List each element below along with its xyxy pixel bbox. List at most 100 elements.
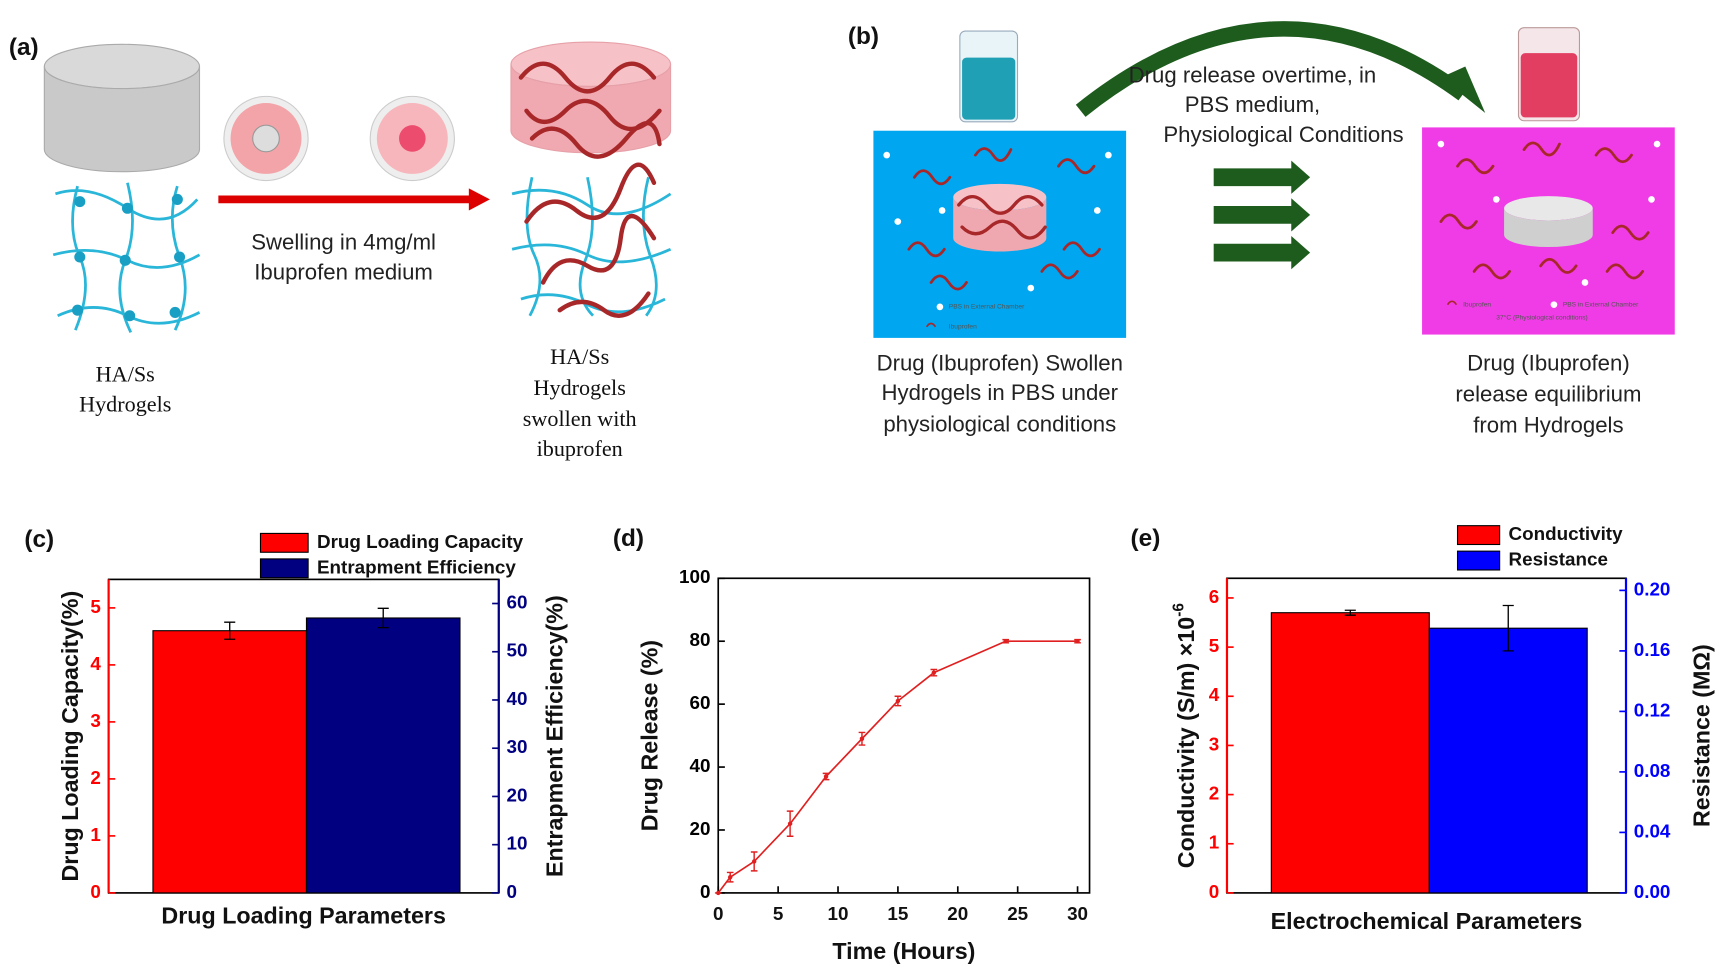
caption: Drug release overtime, in [1129, 62, 1377, 87]
point [895, 698, 901, 704]
caption: Ibuprofen medium [254, 259, 433, 284]
point [931, 670, 937, 675]
legend-text: 37°C (Physiological conditions) [1496, 314, 1587, 322]
legend-label: Conductivity [1509, 523, 1624, 544]
y-tick-label: 3 [90, 710, 100, 731]
error-bar [224, 621, 236, 640]
panel-b: (b) PBS in External Chamber Ibuprofen Dr… [848, 21, 1675, 437]
y-axis-label-text: Conductivity (S/m) ×10 [1173, 617, 1199, 868]
legend-text: PBS in External Chamber [1563, 301, 1639, 308]
bar [305, 617, 461, 894]
point [823, 774, 829, 779]
y2-tick-label: 0.20 [1634, 578, 1671, 599]
legend-text: Ibuprofen [1463, 301, 1491, 308]
caption: Physiological Conditions [1163, 122, 1403, 147]
caption: HA/Ss [550, 344, 609, 369]
point [727, 874, 733, 880]
legend-swatch [1456, 550, 1501, 571]
arrows [1213, 160, 1311, 270]
y-tick-label: 4 [90, 653, 101, 674]
legend-swatch [259, 558, 309, 579]
x-axis-label: Time (Hours) [832, 938, 975, 964]
arrow-head [1440, 66, 1486, 113]
panel-label: (e) [1131, 525, 1161, 552]
caption: Swelling in 4mg/ml [251, 230, 436, 255]
panel-label: (a) [9, 34, 39, 61]
caption: Hydrogels [79, 392, 171, 417]
caption: ibuprofen [537, 436, 623, 461]
gel [399, 125, 426, 152]
error-bar [1502, 604, 1514, 652]
y-tick-label: 40 [690, 755, 711, 776]
y-tick-label: 20 [690, 818, 711, 839]
y-axis-label: Drug Release (%) [637, 640, 663, 831]
beaker-liquid [962, 57, 1016, 120]
y-tick-label: 0 [700, 881, 710, 902]
x-axis-label: Drug Loading Parameters [161, 902, 446, 928]
panel-a: (a) Swelling in 4mg/ml Ibuprofen medium … [9, 34, 672, 461]
caption: Hydrogels [534, 375, 626, 400]
y-tick-label: 3 [1209, 733, 1219, 754]
y2-tick-label: 30 [507, 736, 528, 757]
line [717, 640, 1078, 894]
gel-top [1504, 196, 1593, 221]
y2-tick-label: 60 [507, 591, 528, 612]
x-tick-label: 5 [773, 903, 783, 924]
x-tick-label: 25 [1007, 903, 1028, 924]
beaker-liquid [1520, 53, 1578, 118]
legend-label: Resistance [1509, 549, 1608, 570]
caption: Drug (Ibuprofen) Swollen [877, 350, 1123, 375]
caption: release equilibrium [1455, 381, 1641, 406]
point [1075, 638, 1080, 644]
y2-tick-label: 0.16 [1634, 639, 1671, 660]
error-bar [377, 607, 389, 629]
y2-tick-label: 10 [507, 833, 528, 854]
hydrogel-body [43, 66, 201, 173]
y-tick-label: 80 [690, 629, 711, 650]
y2-tick-label: 0.04 [1634, 820, 1671, 841]
y-tick-label: 0 [1209, 881, 1219, 902]
y2-tick-label: 20 [507, 784, 528, 805]
legend-label: Entrapment Efficiency [317, 556, 516, 577]
y-tick-label: 0 [90, 881, 100, 902]
y2-axis-label: Resistance (MΩ) [1689, 644, 1715, 827]
x-axis-label: Electrochemical Parameters [1271, 908, 1583, 934]
x-tick-label: 15 [887, 903, 908, 924]
y2-tick-label: 50 [507, 640, 528, 661]
bar [1270, 612, 1430, 894]
y-tick-label: 1 [90, 824, 100, 845]
gel-body [953, 197, 1047, 252]
plot-frame [717, 577, 1091, 894]
y2-tick-label: 0.08 [1634, 760, 1671, 781]
network [52, 182, 201, 333]
error-bar [1344, 609, 1356, 616]
y-tick-label: 1 [1209, 832, 1219, 853]
legend-text: Ibuprofen [949, 324, 977, 331]
y-tick-label: 5 [1209, 635, 1219, 656]
y-axis-label: Drug Loading Capacity(%) [57, 591, 83, 882]
y-tick-label: 100 [679, 566, 710, 587]
y-axis-label-text: Drug Loading Capacity(%) [57, 591, 83, 882]
curved-arrow [1075, 21, 1468, 117]
point [1003, 638, 1008, 644]
panel-label: (b) [848, 23, 879, 50]
y-tick-label: 6 [1209, 586, 1219, 607]
point [751, 859, 757, 864]
panel-label: (d) [613, 525, 644, 552]
y-tick-label: 60 [690, 692, 711, 713]
caption: swollen with [523, 406, 637, 431]
gel-body [1504, 208, 1593, 248]
legend-swatch [1456, 525, 1501, 546]
panel-label: (c) [24, 526, 54, 553]
x-tick-label: 10 [828, 903, 849, 924]
y-axis-label-text: Drug Release (%) [637, 640, 663, 831]
y-tick-label: 4 [1209, 684, 1220, 705]
caption: physiological conditions [883, 411, 1116, 436]
y2-tick-label: 0.00 [1634, 881, 1671, 902]
caption: PBS medium, [1185, 92, 1320, 117]
x-tick-label: 0 [713, 903, 723, 924]
bar [1428, 627, 1588, 894]
point [859, 736, 865, 741]
legend-swatch [259, 532, 309, 553]
